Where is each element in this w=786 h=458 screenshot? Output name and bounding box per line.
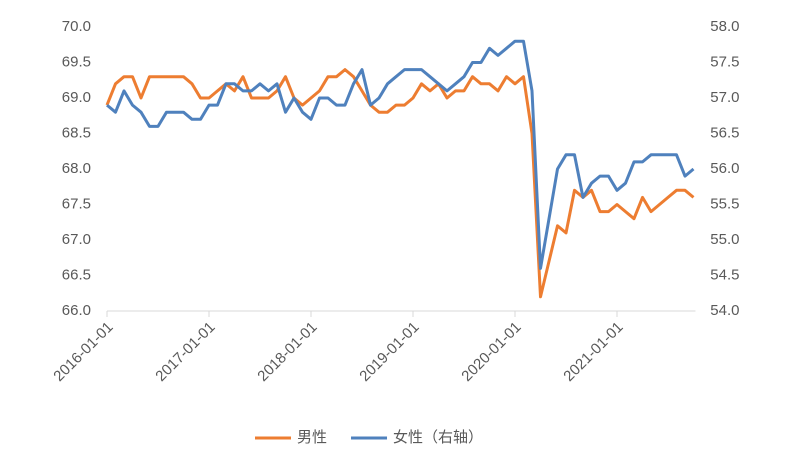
legend-label: 女性（右轴） xyxy=(393,428,483,446)
y-tick-label: 55.0 xyxy=(710,231,739,248)
x-tick-label: 2021-01-01 xyxy=(560,319,626,385)
x-tick-label: 2017-01-01 xyxy=(152,319,218,385)
y-tick-label: 67.0 xyxy=(62,231,91,248)
y-tick-label: 56.0 xyxy=(710,160,739,177)
y-tick-label: 56.5 xyxy=(710,124,739,141)
x-tick-label: 2018-01-01 xyxy=(254,319,320,385)
series-line xyxy=(105,68,695,299)
y-tick-label: 68.0 xyxy=(62,160,91,177)
y-tick-label: 67.5 xyxy=(62,195,91,212)
y-tick-label: 70.0 xyxy=(62,18,91,35)
y-tick-label: 69.0 xyxy=(62,89,91,106)
x-tick-label: 2016-01-01 xyxy=(50,319,116,385)
y-tick-label: 57.5 xyxy=(710,53,739,70)
legend-label: 男性 xyxy=(297,429,327,446)
y-tick-label: 54.0 xyxy=(710,302,739,319)
x-tick-label: 2019-01-01 xyxy=(356,319,422,385)
y-tick-label: 68.5 xyxy=(62,124,91,141)
y-tick-label: 69.5 xyxy=(62,53,91,70)
y-tick-label: 58.0 xyxy=(710,18,739,35)
y-tick-label: 55.5 xyxy=(710,195,739,212)
x-tick-label: 2020-01-01 xyxy=(458,319,524,385)
y-tick-label: 57.0 xyxy=(710,89,739,106)
series-line xyxy=(106,39,695,270)
y-tick-label: 66.0 xyxy=(62,302,91,319)
y-tick-label: 66.5 xyxy=(62,266,91,283)
y-tick-label: 54.5 xyxy=(710,266,739,283)
